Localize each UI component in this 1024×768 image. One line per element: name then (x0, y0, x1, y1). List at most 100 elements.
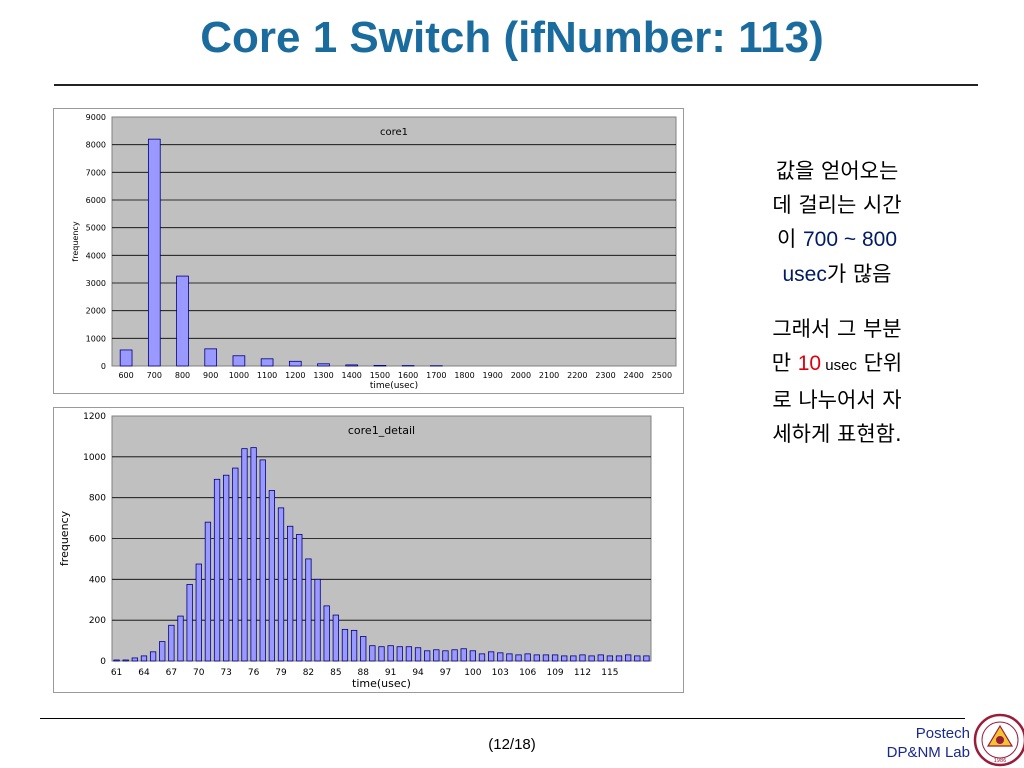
bar (625, 654, 632, 662)
bar (204, 521, 212, 662)
x-tick-label: 1400 (342, 371, 362, 380)
x-tick-label: 61 (111, 668, 122, 678)
bar (332, 614, 339, 662)
university-seal-icon: 1986 (973, 713, 1024, 767)
bar (442, 650, 449, 662)
bar (460, 648, 467, 662)
observation-text: 값을 얻어오는 데 걸리는 시간 이 700 ~ 800 usec가 많음 (732, 154, 942, 292)
x-tick-label: 2500 (652, 371, 672, 380)
bar (341, 628, 349, 662)
observation-fragment: 이 (776, 227, 803, 251)
x-tick-label: 91 (385, 668, 396, 678)
bar (643, 655, 650, 662)
interval-unit: usec (821, 357, 857, 374)
bar (287, 525, 294, 662)
y-tick-label: 3000 (86, 279, 106, 288)
bar (223, 474, 230, 662)
y-tick-label: 7000 (86, 168, 106, 177)
x-tick-label: 600 (118, 371, 133, 380)
x-tick-label: 103 (492, 668, 509, 678)
bar (250, 447, 257, 662)
bar (515, 654, 522, 662)
bar (195, 563, 202, 662)
x-tick-label: 1300 (313, 371, 333, 380)
bar (478, 653, 486, 662)
observation-line: 데 걸리는 시간 (772, 193, 902, 217)
bar (615, 655, 623, 662)
y-tick-label: 8000 (86, 141, 106, 150)
bar (323, 605, 330, 662)
bar (373, 365, 387, 367)
y-tick-label: 4000 (86, 251, 106, 260)
bar (542, 654, 550, 662)
explanation-line: 세하게 표현함. (772, 422, 902, 446)
slide-title: Core 1 Switch (ifNumber: 113) (200, 13, 824, 62)
title-divider (54, 84, 978, 86)
x-tick-label: 85 (330, 668, 341, 678)
lab-name: Postech DP&NM Lab (887, 724, 970, 762)
bar (232, 355, 246, 367)
bar (524, 653, 531, 662)
bar (561, 655, 568, 662)
bar (405, 646, 413, 662)
unit-text: usec (782, 263, 827, 286)
y-tick-label: 6000 (86, 196, 106, 205)
bar (140, 655, 148, 662)
core1-detail-chart-svg: 0 200 400 600 800 1000 1200 61 64 67 70 73 76 79 82 85 8… (58, 412, 652, 690)
bar (260, 358, 274, 367)
bar (119, 349, 133, 367)
bar (147, 138, 161, 367)
bar (288, 360, 302, 367)
bar (588, 655, 595, 662)
explanation-line: 그래서 그 부분 (772, 317, 902, 341)
bar (168, 624, 175, 662)
bar (378, 646, 385, 662)
x-tick-label: 2400 (624, 371, 644, 380)
bar (424, 650, 431, 662)
x-tick-label: 900 (203, 371, 218, 380)
bar (345, 364, 359, 367)
y-axis-label: frequency (71, 221, 80, 261)
observation-line: 값을 얻어오는 (775, 159, 899, 183)
x-tick-label: 112 (574, 668, 591, 678)
x-tick-label: 1900 (483, 371, 503, 380)
x-tick-label: 1100 (257, 371, 277, 380)
y-tick-label: 9000 (86, 113, 106, 122)
bar (570, 655, 577, 662)
bar (360, 636, 367, 662)
bar (177, 615, 184, 662)
bar (176, 275, 189, 367)
x-tick-label: 73 (220, 668, 231, 678)
bar (606, 655, 614, 662)
x-tick-label: 115 (601, 668, 618, 678)
bar (414, 647, 422, 662)
core1-chart-svg: 0 1000 2000 3000 4000 5000 6000 7000 8000 9000 600… (71, 113, 677, 391)
y-tick-label: 0 (101, 362, 106, 371)
x-tick-label: 2300 (595, 371, 615, 380)
bar (232, 467, 239, 662)
bar (296, 534, 303, 662)
y-tick-label: 2000 (86, 307, 106, 316)
x-tick-label: 800 (175, 371, 190, 380)
x-tick-label: 1800 (454, 371, 474, 380)
x-tick-label: 82 (303, 668, 314, 678)
observation-line: usec가 많음 (732, 257, 942, 292)
y-tick-label: 400 (89, 575, 106, 585)
core1-chart: 0 1000 2000 3000 4000 5000 6000 7000 8000 9000 600… (53, 108, 684, 394)
x-tick-label: 64 (138, 668, 150, 678)
x-tick-label: 76 (248, 668, 260, 678)
chart-title: core1_detail (348, 424, 415, 437)
y-tick-label: 600 (89, 535, 106, 545)
bar (487, 651, 495, 662)
observation-fragment: 가 많음 (826, 262, 892, 286)
bar (241, 448, 248, 662)
y-tick-label: 1200 (83, 412, 106, 422)
core1-detail-chart: 0 200 400 600 800 1000 1200 61 64 67 70 73 76 79 82 85 8… (53, 407, 684, 693)
x-tick-label: 2200 (567, 371, 587, 380)
y-tick-label: 1000 (86, 334, 106, 343)
x-tick-label: 1700 (426, 371, 446, 380)
bar (634, 655, 641, 662)
x-tick-label: 106 (519, 668, 536, 678)
bar (305, 558, 312, 662)
x-tick-label: 2000 (511, 371, 531, 380)
